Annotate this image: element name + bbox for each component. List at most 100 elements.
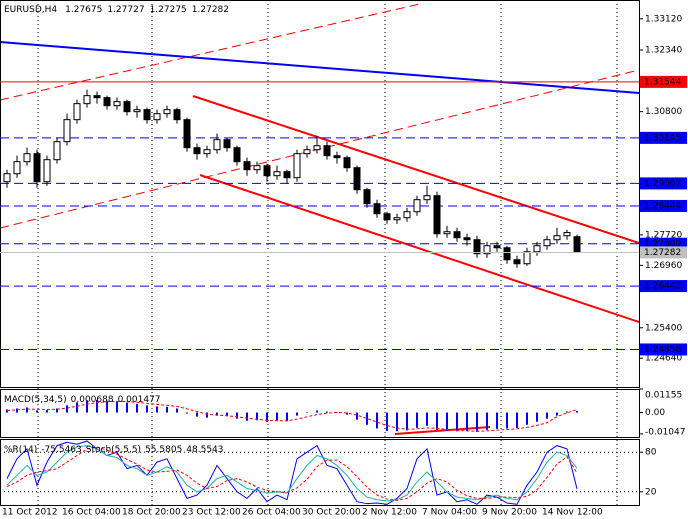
macd-bar bbox=[556, 412, 558, 416]
level-label: 1.26442 bbox=[644, 282, 681, 292]
macd-header: MACD(5,34,5) 0.000688 0.001477 bbox=[4, 395, 161, 405]
candle-body bbox=[553, 235, 561, 241]
indicator-value: 55.5805 bbox=[145, 445, 182, 455]
macd-bar bbox=[296, 412, 298, 416]
macd-bar bbox=[576, 411, 578, 413]
y-tick-label: 1.24640 bbox=[645, 354, 682, 364]
macd-bar bbox=[376, 412, 378, 429]
macd-bar bbox=[16, 408, 18, 413]
macd-bar bbox=[66, 405, 68, 413]
signal-line bbox=[6, 400, 578, 432]
macd-bar bbox=[506, 412, 508, 429]
macd-bar bbox=[396, 412, 398, 432]
candle-body bbox=[33, 153, 41, 183]
candle-body bbox=[343, 157, 351, 169]
candle-body bbox=[153, 113, 161, 121]
level-label: 1.28444 bbox=[644, 201, 681, 211]
macd-bar bbox=[276, 412, 278, 421]
close-value: 1.27282 bbox=[192, 5, 229, 15]
macd-bar bbox=[236, 412, 238, 419]
current-price-label: 1.27282 bbox=[644, 248, 681, 258]
candle-body bbox=[533, 245, 541, 253]
candle-body bbox=[43, 159, 51, 183]
oscillator-header: %R(14) -75.5463 Stoch(5,5,5) 55.5805 48.5543 bbox=[4, 445, 224, 455]
candle-body bbox=[423, 195, 431, 201]
indicator-value: 0.001477 bbox=[118, 395, 161, 405]
candle-body bbox=[73, 103, 81, 121]
candle-body bbox=[243, 161, 251, 171]
macd-bar bbox=[156, 406, 158, 413]
candle-body bbox=[213, 139, 221, 151]
candle-body bbox=[83, 95, 91, 105]
candle-body bbox=[293, 153, 301, 179]
candle-body bbox=[433, 195, 441, 235]
channel-line bbox=[199, 174, 640, 323]
candle-body bbox=[173, 109, 181, 121]
current-price-box bbox=[640, 246, 687, 259]
marks: 1.33120 1.32340 1.30800 1.27720 1.26960 1.254… bbox=[0, 14, 687, 518]
candle-body bbox=[443, 231, 451, 235]
macd-bar bbox=[76, 402, 78, 413]
candle-body bbox=[493, 245, 501, 249]
macd-bar bbox=[86, 400, 88, 413]
candle-body bbox=[543, 239, 551, 247]
x-tick-label: 11 Oct 2012 bbox=[2, 508, 58, 518]
candle-body bbox=[263, 165, 271, 177]
macd-bar bbox=[106, 400, 108, 413]
y-tick-label: 20 bbox=[645, 487, 657, 497]
y-tick-label: 0.01155 bbox=[645, 391, 682, 401]
drawings bbox=[0, 3, 640, 435]
macd-bar bbox=[26, 407, 28, 413]
macd-bar bbox=[96, 399, 98, 413]
macd-bar bbox=[456, 412, 458, 432]
y-tick-label: 1.32340 bbox=[645, 46, 682, 56]
candle-body bbox=[483, 245, 491, 255]
level-label-box bbox=[640, 131, 687, 144]
candle-body bbox=[63, 119, 71, 143]
x-tick-label: 26 Oct 04:00 bbox=[242, 508, 301, 518]
macd-bar bbox=[476, 412, 478, 432]
candle-body bbox=[193, 147, 201, 155]
candle-body bbox=[103, 97, 111, 107]
indicator-name: %R(14) bbox=[4, 445, 37, 455]
macd-bar bbox=[326, 411, 328, 413]
macd-bar bbox=[36, 410, 38, 413]
macd-bar bbox=[56, 408, 58, 413]
trend-line bbox=[0, 3, 421, 101]
level-label-box bbox=[640, 199, 687, 212]
candle-body bbox=[513, 259, 521, 265]
candle-body bbox=[403, 211, 411, 219]
macd-bar bbox=[126, 402, 128, 413]
macd-bar bbox=[306, 412, 308, 414]
x-tick-label: 23 Oct 12:00 bbox=[182, 508, 241, 518]
candle-body bbox=[23, 153, 31, 163]
level-label-box bbox=[640, 177, 687, 190]
candle-body bbox=[183, 119, 191, 149]
level-label: 1.24858 bbox=[644, 345, 681, 355]
main-header: EURUSD,H4 1.27675 1.27727 1.27275 1.27282 bbox=[4, 5, 229, 15]
macd-bar bbox=[6, 409, 8, 413]
open-value: 1.27675 bbox=[65, 5, 102, 15]
candle-body bbox=[53, 141, 61, 161]
macd-bar bbox=[416, 412, 418, 428]
candle-body bbox=[253, 165, 261, 171]
candle-body bbox=[133, 109, 141, 113]
x-tick-label: 9 Nov 20:00 bbox=[482, 508, 537, 518]
candle-body bbox=[353, 167, 361, 191]
candle-body bbox=[283, 171, 291, 179]
macd-bar bbox=[426, 412, 428, 426]
level-label: 1.30145 bbox=[644, 133, 681, 143]
macd-bar bbox=[496, 412, 498, 429]
macd-bar bbox=[566, 411, 568, 413]
candle-body bbox=[383, 213, 391, 221]
candle-body bbox=[333, 155, 341, 159]
x-tick-label: 30 Oct 20:00 bbox=[302, 508, 361, 518]
frames bbox=[0, 0, 640, 506]
y-tick-label: 1.33120 bbox=[645, 14, 682, 24]
panel-frame bbox=[0, 0, 640, 388]
level-label-box bbox=[640, 75, 687, 88]
y-tick-label: 1.26960 bbox=[645, 261, 682, 271]
trend-line bbox=[0, 41, 640, 94]
macd-bar bbox=[336, 412, 338, 413]
